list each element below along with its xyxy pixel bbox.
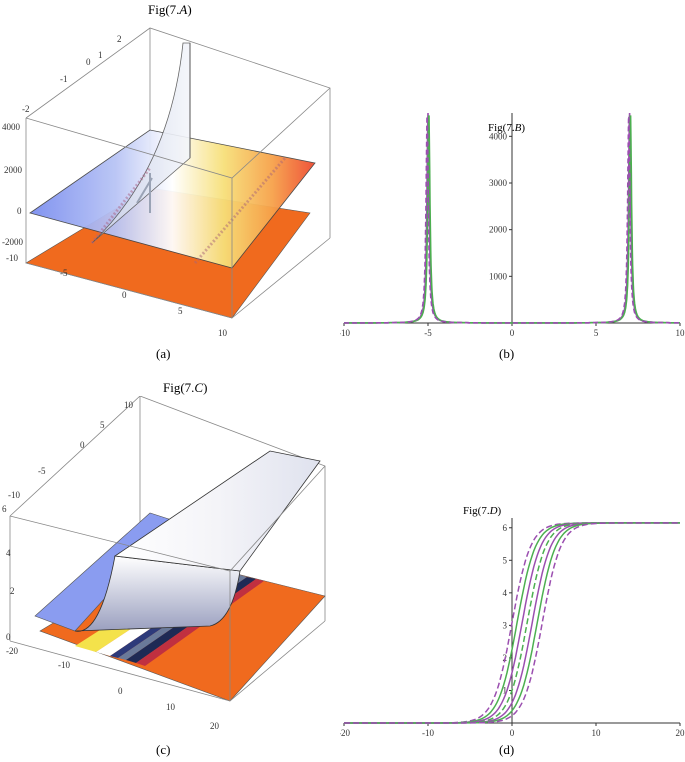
a-z-tick: -2000 [2,237,23,247]
fig-d-caption: (d) [499,742,515,757]
y-tick-label: 5 [503,555,508,565]
c-x-tick: 0 [118,686,123,696]
a-z-tick: 0 [17,206,22,216]
c-y-tick: -5 [38,466,46,476]
x-tick-label: -10 [422,728,434,738]
a-x-tick: 5 [178,306,183,316]
fig-c-plot: 10 5 0 -5 -10 6 4 2 0 -20 -10 0 10 20 [2,396,326,731]
x-tick-label: 20 [676,728,685,738]
c-y-tick: -10 [8,490,20,500]
a-y-tick: -1 [60,74,68,84]
y-tick-label: 1 [503,685,508,695]
c-y-tick: 10 [124,400,134,410]
c-z-tick: 2 [10,586,15,596]
fig-b-title: Fig(7.B) [488,122,525,134]
a-z-tick: 4000 [2,122,21,132]
surface-high [113,450,321,572]
fig-d-title: Fig(7.D) [463,505,502,517]
y-tick-label: 2000 [489,225,508,235]
x-tick-label: -20 [340,728,350,738]
series-line [344,115,680,324]
surface-plane [29,129,316,269]
a-x-tick: 10 [218,328,228,338]
x-tick-label: 10 [676,328,685,338]
y-tick-label: 6 [503,523,508,533]
surface-spike [91,42,191,244]
c-x-tick: -20 [6,646,18,656]
c-x-tick: 10 [166,702,176,712]
x-tick-label: -5 [424,328,432,338]
y-tick-label: 4000 [489,131,508,141]
a-z-tick: 2000 [4,165,23,175]
x-tick-label: 10 [592,728,602,738]
c-y-tick: 0 [80,440,85,450]
x-tick-label: 0 [510,728,515,738]
fig-b-caption: (b) [499,346,515,361]
x-tick-label: 0 [510,328,515,338]
fig-a-title: Fig(7.A) [148,2,192,17]
y-tick-label: 3000 [489,178,508,188]
a-y-tick: -2 [22,104,30,114]
a-x-tick: 0 [122,290,127,300]
a-x-tick: -5 [60,268,68,278]
a-x-tick: -10 [6,253,18,263]
fig-c-title: Fig(7.C) [163,380,208,395]
fig-b-chart: -10 -5 0 5 10 1000 2000 3000 4000 [340,112,685,338]
fig-a-caption: (a) [156,346,171,361]
a-y-tick: 0 [86,57,91,67]
y-tick-label: 4 [503,588,508,598]
series-line [344,522,680,724]
a-y-tick: 2 [117,34,122,44]
c-y-tick: 5 [100,420,105,430]
y-tick-label: 3 [503,620,508,630]
fig-a-plot: 2 1 0 -1 -2 4000 2000 0 -2000 -10 -5 0 5… [2,27,331,338]
y-tick-label: 1000 [489,271,508,281]
box-edge [9,396,326,621]
fig-c-caption: (c) [156,742,171,757]
c-x-tick: -10 [58,660,70,670]
c-z-tick: 6 [2,504,7,514]
a-y-tick: 1 [98,50,103,60]
c-z-tick: 4 [6,548,11,558]
c-z-tick: 0 [6,632,11,642]
x-tick-label: 5 [594,328,599,338]
box-edge [25,27,331,238]
x-tick-label: -10 [340,328,350,338]
c-x-tick: 20 [210,721,220,731]
